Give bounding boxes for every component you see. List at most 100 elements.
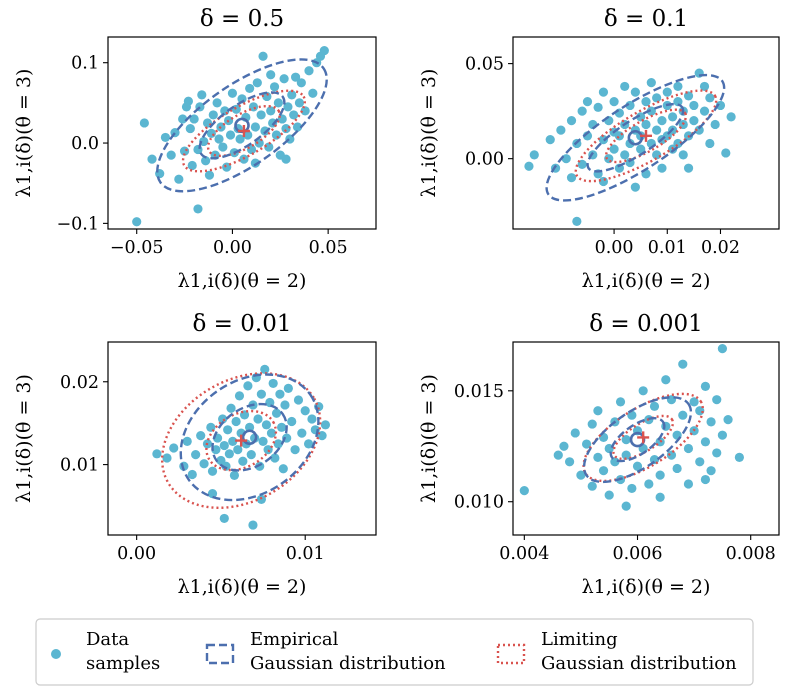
data-point (189, 114, 199, 124)
data-point (261, 420, 272, 430)
data-point (199, 459, 209, 469)
data-point (283, 102, 293, 112)
data-point (630, 182, 640, 192)
x-tick-label: 0.01 (286, 544, 325, 564)
x-tick-label: 0.00 (595, 238, 634, 258)
limiting-ellipse (160, 372, 322, 509)
data-point (226, 403, 236, 413)
data-point (615, 397, 626, 407)
data-point (300, 106, 310, 116)
x-axis-label: λ1,i(δ)(θ = 2) (582, 576, 711, 598)
empirical-ellipse (582, 396, 693, 484)
data-point (695, 457, 705, 467)
data-point (632, 461, 643, 471)
data-point (678, 359, 688, 369)
data-point (283, 383, 293, 393)
legend-limiting-marker (496, 643, 526, 665)
x-axis-label: λ1,i(δ)(θ = 2) (582, 270, 711, 292)
data-point (235, 134, 245, 144)
panel-title: δ = 0.1 (604, 6, 688, 32)
data-point (250, 122, 260, 132)
data-point (182, 436, 192, 446)
limiting-ellipse (612, 414, 675, 461)
data-point (621, 450, 631, 460)
data-point (266, 70, 276, 80)
data-point (308, 88, 318, 98)
axes-frame (107, 341, 377, 536)
data-point (271, 408, 282, 418)
data-point (293, 395, 304, 405)
data-point (287, 90, 297, 100)
x-tick-label: 0.01 (648, 238, 687, 258)
data-point (717, 344, 728, 354)
y-axis-label: λ1,i(δ)(θ = 3) (13, 69, 35, 198)
data-point (244, 422, 255, 432)
data-point (577, 106, 587, 116)
data-point (710, 119, 720, 130)
y-axis-label: λ1,i(δ)(θ = 3) (13, 374, 35, 503)
data-point (231, 416, 241, 427)
data-point (191, 450, 201, 460)
legend-empirical-label-line2: Gaussian distribution (250, 653, 446, 674)
limiting-ellipse (574, 89, 718, 183)
panel-1: δ = 0.5 −0.05 0.00 0.05 −0.1 0.0 0.1 λ1,i(δ)(θ … (13, 6, 377, 292)
data-point (652, 125, 662, 135)
empirical-ellipse (211, 402, 288, 472)
limiting-mean-marker (235, 434, 248, 447)
data-point (245, 83, 255, 94)
data-point (169, 443, 179, 453)
data-point (638, 386, 648, 396)
panel-title: δ = 0.001 (589, 311, 703, 337)
data-point (695, 406, 705, 416)
data-point (559, 441, 569, 451)
data-point (646, 78, 656, 88)
legend-samples-label-line2: samples (86, 653, 160, 674)
x-tick-label: 0.008 (726, 544, 776, 564)
data-point (258, 51, 268, 61)
data-point (166, 150, 176, 160)
data-point (258, 436, 268, 446)
data-point (673, 81, 683, 92)
data-point (699, 81, 710, 92)
data-point (212, 98, 222, 108)
data-point (268, 378, 278, 389)
data-point (581, 439, 592, 449)
data-point (726, 112, 736, 122)
y-tick-label: 0.010 (454, 493, 504, 513)
data-point (264, 142, 274, 152)
data-point (197, 90, 207, 100)
empirical-ellipse (586, 102, 685, 173)
data-point (641, 119, 651, 130)
data-point (721, 148, 731, 158)
data-point (598, 176, 609, 187)
data-point (683, 91, 694, 101)
data-point (706, 417, 716, 427)
data-point (620, 81, 630, 92)
data-point (598, 466, 609, 476)
data-point (587, 419, 597, 429)
data-point (604, 490, 614, 500)
data-point (668, 112, 678, 122)
data-point (256, 389, 266, 399)
data-point (152, 449, 162, 459)
data-point (587, 481, 597, 491)
panel-title: δ = 0.01 (193, 311, 292, 337)
data-point (238, 456, 248, 466)
data-point (661, 375, 671, 385)
y-tick-label: 0.0 (71, 134, 99, 154)
data-point (545, 135, 555, 145)
data-point (644, 479, 654, 489)
data-point (280, 400, 290, 410)
data-point (187, 469, 197, 480)
data-point (246, 450, 256, 460)
legend-empirical-label-line1: Empirical (250, 629, 339, 650)
data-point (694, 125, 704, 135)
legend-samples-marker (51, 649, 61, 659)
plot-area (524, 68, 736, 226)
data-point (187, 160, 197, 171)
data-point (300, 406, 310, 416)
data-point (683, 443, 694, 454)
x-tick-label: 0.02 (701, 238, 740, 258)
data-point (263, 445, 273, 455)
limiting-ellipse (604, 108, 688, 164)
